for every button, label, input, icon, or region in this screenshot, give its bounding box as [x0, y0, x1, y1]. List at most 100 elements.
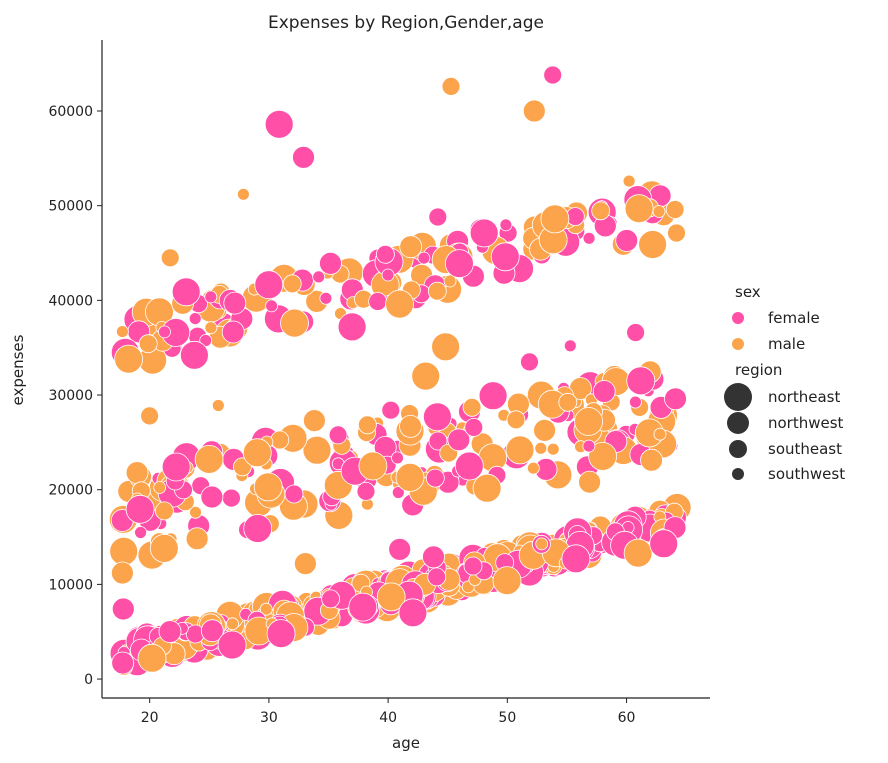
data-point	[357, 415, 377, 435]
data-point	[574, 407, 603, 436]
data-point	[221, 320, 245, 344]
data-point	[149, 534, 179, 563]
data-point	[626, 366, 656, 396]
data-point	[160, 248, 180, 268]
data-point	[640, 448, 663, 472]
data-point	[417, 251, 431, 265]
data-point	[259, 602, 273, 616]
data-point	[399, 235, 423, 259]
data-point	[266, 619, 296, 648]
data-point	[337, 312, 367, 342]
data-point	[328, 425, 348, 445]
y-tick-label: 30000	[48, 388, 93, 404]
legend-marker-northeast	[724, 383, 752, 411]
data-point	[111, 651, 135, 675]
data-point	[253, 472, 283, 502]
data-point	[282, 274, 302, 294]
data-point	[492, 566, 522, 595]
data-point	[490, 242, 520, 272]
y-tick-label: 10000	[48, 577, 93, 593]
data-point	[381, 400, 401, 420]
data-point	[242, 438, 272, 468]
data-point	[399, 414, 422, 438]
x-tick-label: 20	[141, 710, 159, 726]
data-point	[443, 274, 457, 288]
data-point	[243, 514, 273, 543]
data-point	[533, 418, 556, 442]
legend-label-southwest: southwest	[768, 465, 845, 483]
y-tick-label: 0	[84, 672, 93, 688]
data-point	[664, 387, 687, 411]
data-point	[140, 406, 160, 426]
data-point	[391, 486, 405, 499]
data-point	[499, 218, 513, 232]
data-point	[441, 77, 461, 96]
data-point	[431, 332, 461, 362]
data-point	[582, 439, 596, 453]
data-point	[472, 473, 502, 503]
data-point	[588, 441, 617, 471]
data-point	[395, 462, 425, 492]
data-point	[153, 481, 167, 494]
points-layer	[108, 65, 692, 677]
data-point	[154, 501, 174, 521]
y-tick-label: 60000	[48, 104, 93, 120]
data-point	[312, 270, 326, 284]
legend-label-female: female	[768, 309, 820, 327]
data-point	[652, 205, 666, 218]
data-point	[391, 451, 404, 465]
data-point	[629, 395, 642, 409]
data-point	[388, 538, 412, 561]
data-point	[558, 392, 578, 412]
ticks: 20 30 40 50 60 0 10000 20000 30000 40000 50000 6000…	[48, 104, 635, 726]
data-point	[223, 291, 247, 315]
data-point	[270, 430, 290, 450]
data-point	[292, 145, 315, 169]
data-point	[649, 529, 679, 559]
data-point	[284, 484, 304, 504]
data-point	[624, 194, 654, 224]
data-point	[561, 544, 591, 574]
data-point	[411, 361, 441, 391]
legend-marker-female	[732, 312, 744, 324]
data-point	[116, 325, 129, 339]
data-point	[385, 289, 415, 319]
data-point	[204, 321, 218, 335]
data-point	[114, 344, 144, 374]
data-point	[578, 470, 601, 494]
legend-label-northwest: northwest	[768, 414, 844, 432]
data-point	[217, 630, 247, 660]
data-point	[226, 617, 239, 631]
data-point	[200, 619, 224, 643]
data-point	[506, 410, 526, 430]
data-point	[469, 218, 499, 248]
data-point	[111, 597, 135, 621]
data-point	[293, 552, 317, 575]
data-point	[505, 435, 535, 465]
data-point	[188, 312, 202, 326]
legend-label-southeast: southeast	[768, 440, 842, 458]
legend-marker-male	[732, 338, 744, 350]
data-point	[161, 452, 191, 482]
data-point	[376, 582, 406, 612]
data-point	[543, 65, 563, 85]
data-point	[179, 340, 209, 370]
data-point	[591, 201, 611, 221]
y-tick-label: 20000	[48, 483, 93, 499]
data-point	[319, 291, 333, 305]
x-tick-label: 50	[498, 710, 516, 726]
data-point	[592, 380, 616, 403]
data-point	[563, 339, 577, 353]
data-point	[422, 402, 452, 432]
data-point	[280, 308, 309, 338]
data-point	[582, 231, 596, 245]
data-point	[158, 325, 171, 339]
data-point	[427, 281, 447, 301]
data-point	[428, 207, 448, 227]
data-point	[302, 409, 326, 433]
data-point	[185, 527, 209, 551]
data-point	[534, 441, 548, 455]
data-point	[638, 230, 667, 259]
data-point	[137, 643, 167, 673]
data-point	[138, 334, 158, 354]
